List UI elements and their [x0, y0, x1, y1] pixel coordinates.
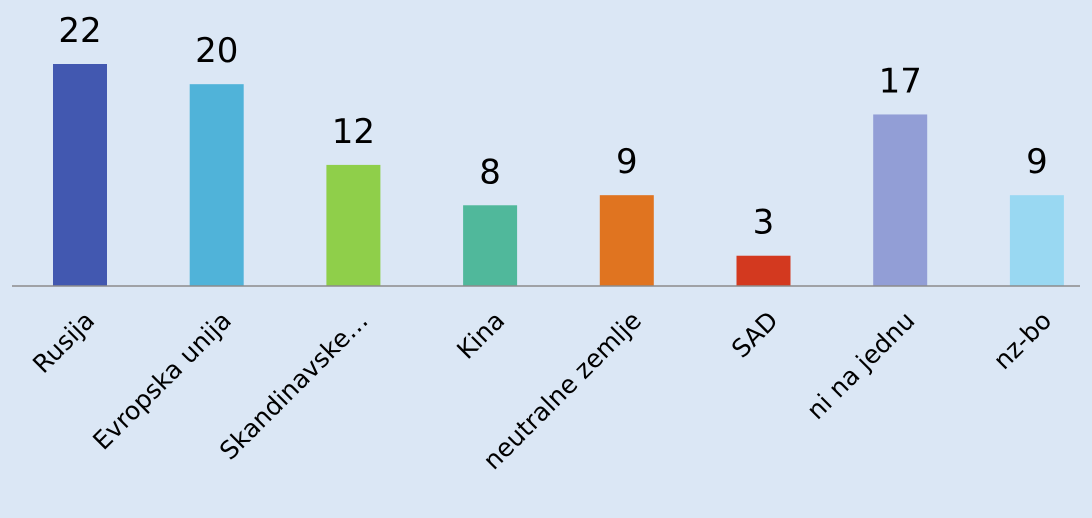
bar-1: [189, 84, 244, 286]
category-label-2: Skandinavske…: [214, 306, 374, 466]
data-label-4: 9: [616, 142, 638, 182]
bars-group: [53, 64, 1064, 286]
category-label-6: ni na jednu: [801, 306, 920, 425]
bar-6: [873, 114, 928, 286]
data-label-7: 9: [1026, 142, 1048, 182]
category-label-0: Rusija: [27, 306, 100, 379]
data-label-6: 17: [879, 61, 922, 101]
bar-5: [736, 255, 791, 286]
bar-7: [1009, 195, 1064, 286]
data-label-2: 12: [332, 112, 375, 152]
data-label-1: 20: [195, 31, 238, 71]
data-label-3: 8: [479, 152, 501, 192]
bar-0: [53, 64, 107, 286]
category-label-1: Evropska unija: [87, 306, 237, 456]
category-label-7: nz-bo: [988, 306, 1057, 375]
data-label-0: 22: [58, 11, 101, 51]
bar-3: [463, 205, 518, 286]
data-label-5: 3: [753, 203, 775, 243]
bar-4: [599, 195, 654, 286]
data-labels-group: 22 20 12 8 9 3 17 9: [58, 11, 1047, 243]
bar-2: [326, 164, 381, 286]
category-label-3: Kina: [451, 306, 510, 365]
category-label-5: SAD: [726, 306, 784, 364]
